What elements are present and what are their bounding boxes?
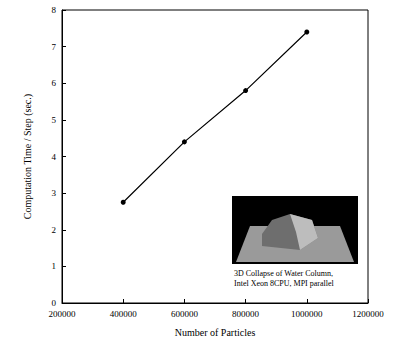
svg-text:1000000: 1000000 [291,309,323,319]
svg-text:400000: 400000 [110,309,138,319]
svg-text:7: 7 [52,42,57,52]
svg-text:1: 1 [52,261,57,271]
svg-text:3D Collapse of Water Column,: 3D Collapse of Water Column, [234,269,333,278]
svg-text:200000: 200000 [49,309,77,319]
svg-text:3: 3 [52,188,57,198]
svg-text:2: 2 [52,225,57,235]
svg-text:Intel Xeon 8CPU, MPI parallel: Intel Xeon 8CPU, MPI parallel [234,279,335,288]
svg-text:Computation Time / Step (sec.): Computation Time / Step (sec.) [22,94,34,219]
svg-text:8: 8 [52,5,57,15]
svg-text:Number of Particles: Number of Particles [175,327,256,338]
svg-text:6: 6 [52,78,57,88]
svg-text:0: 0 [52,298,57,308]
svg-text:800000: 800000 [232,309,260,319]
svg-text:4: 4 [52,152,57,162]
svg-text:600000: 600000 [171,309,199,319]
svg-text:5: 5 [52,115,57,125]
svg-text:1200000: 1200000 [352,309,384,319]
